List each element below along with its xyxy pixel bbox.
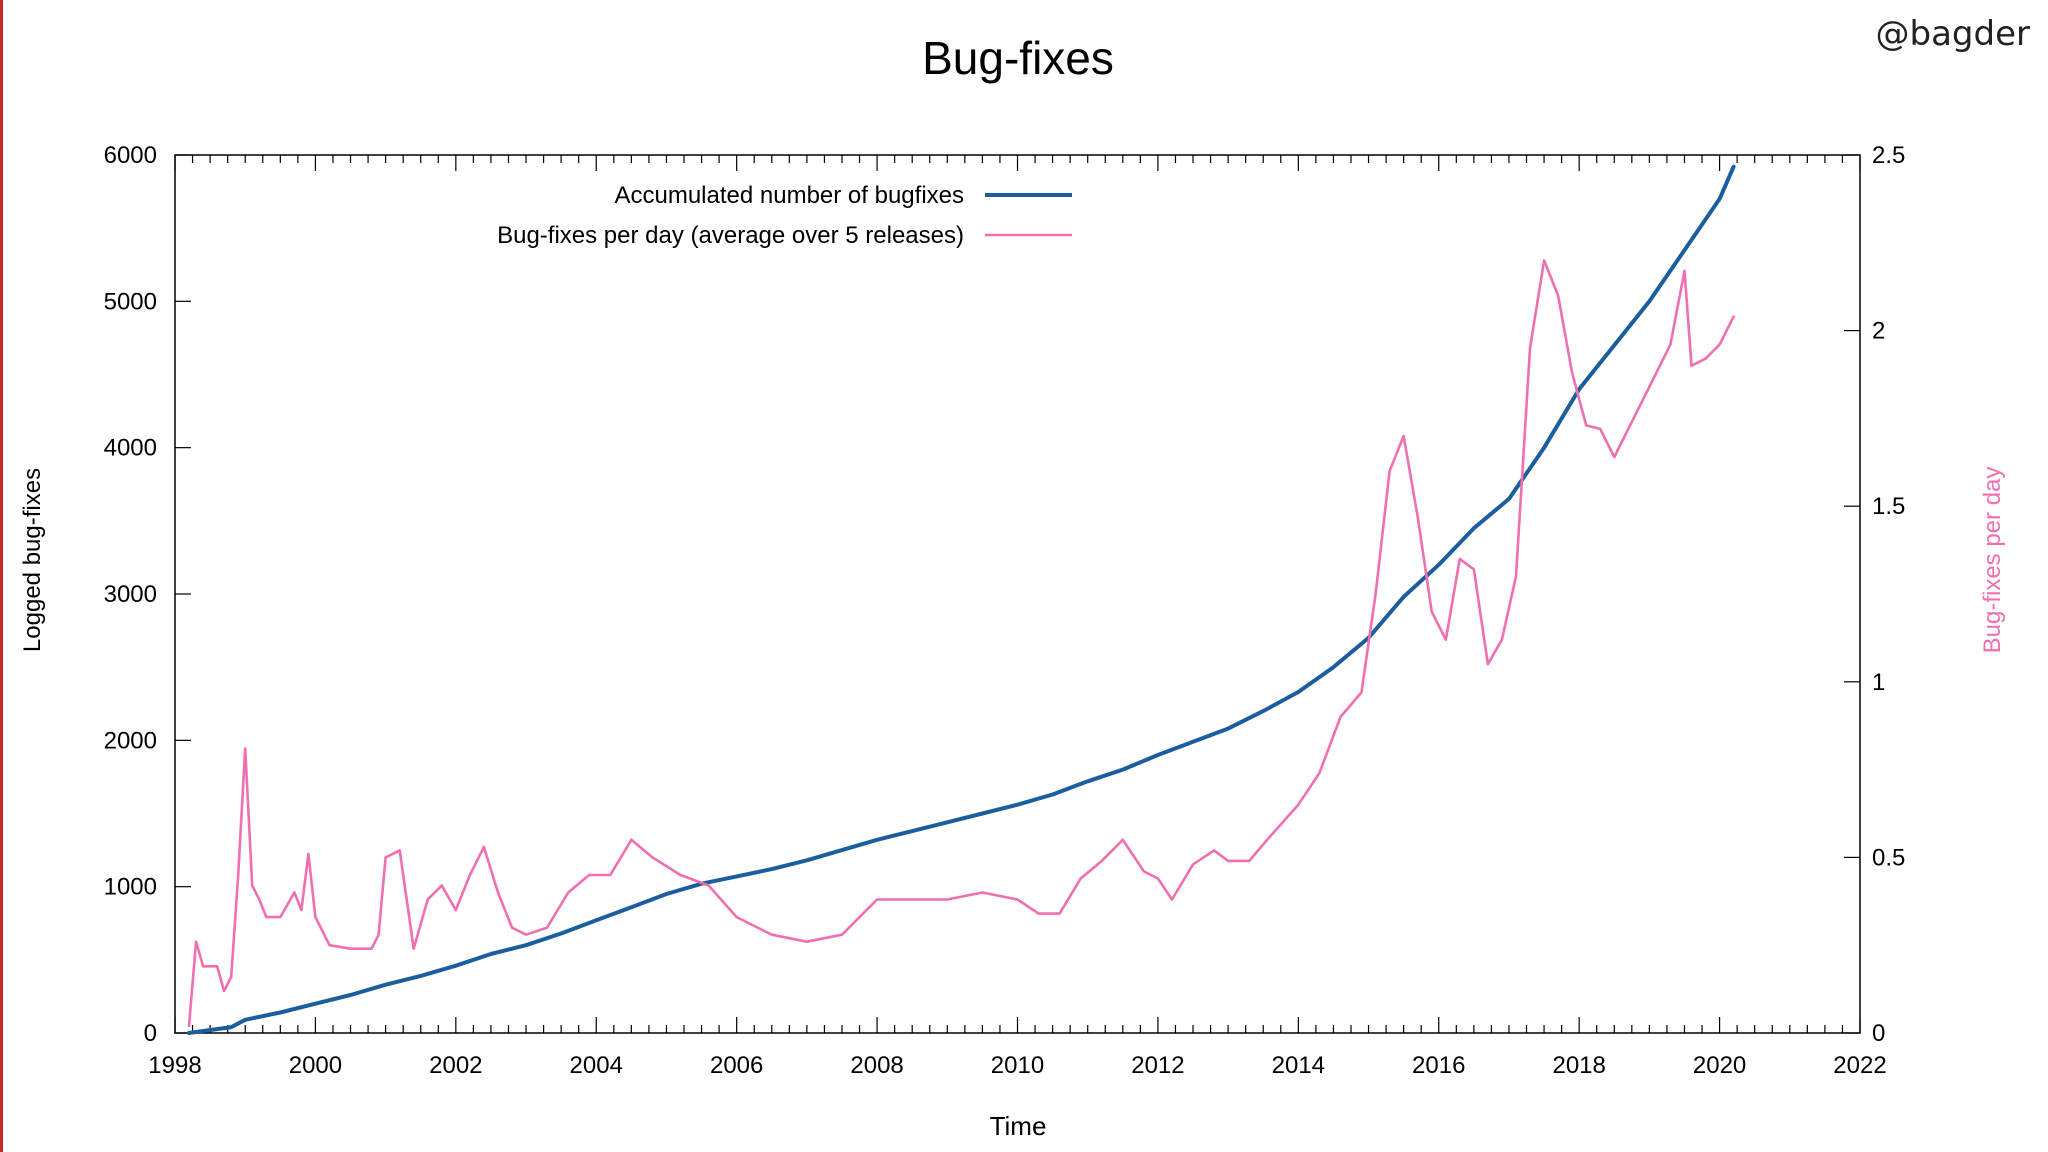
x-tick-label: 2000	[289, 1052, 342, 1079]
x-tick-label: 2016	[1412, 1052, 1465, 1079]
y-tick-label: 3000	[104, 581, 157, 608]
x-tick-label: 2022	[1833, 1052, 1886, 1079]
x-tick-label: 2006	[710, 1052, 763, 1079]
x-tick-label: 1998	[148, 1052, 201, 1079]
watermark-handle: @bagder	[1875, 14, 2030, 54]
y-tick-label: 0	[144, 1020, 157, 1047]
chart-title: Bug-fixes	[922, 32, 1114, 84]
y-tick-label: 2000	[104, 727, 157, 754]
x-tick-label: 2018	[1552, 1052, 1605, 1079]
y-axis-label: Logged bug-fixes	[19, 468, 46, 652]
series-layer	[187, 164, 1736, 1035]
left-border	[0, 0, 3, 1152]
series-line-2	[187, 259, 1735, 1028]
x-tick-label: 2012	[1131, 1052, 1184, 1079]
y2-tick-label: 1	[1872, 669, 1885, 696]
y2-axis-label: Bug-fixes per day	[1979, 467, 2006, 654]
y2-tick-label: 1.5	[1872, 493, 1905, 520]
y2-tick-label: 2.5	[1872, 142, 1905, 169]
y2-tick-label: 0.5	[1872, 844, 1905, 871]
legend-label-2: Bug-fixes per day (average over 5 releas…	[497, 222, 964, 249]
legend-label-1: Accumulated number of bugfixes	[614, 182, 964, 209]
axes-layer: 1998 2000 2002 2004 2006 2008 2010 2012 2014 2016…	[104, 142, 1906, 1079]
y2-tick-label: 0	[1872, 1020, 1885, 1047]
x-tick-label: 2014	[1272, 1052, 1325, 1079]
y-tick-label: 6000	[104, 142, 157, 169]
series-line-1	[187, 164, 1736, 1035]
y-tick-label: 1000	[104, 874, 157, 901]
y-tick-label: 5000	[104, 288, 157, 315]
x-tick-label: 2008	[850, 1052, 903, 1079]
y2-tick-label: 2	[1872, 318, 1885, 345]
legend: Accumulated number of bugfixes Bug-fixes …	[497, 182, 1072, 249]
x-tick-label: 2010	[991, 1052, 1044, 1079]
x-tick-label: 2002	[429, 1052, 482, 1079]
x-axis-label: Time	[990, 1111, 1047, 1141]
x-tick-label: 2004	[570, 1052, 623, 1079]
y-tick-label: 4000	[104, 435, 157, 462]
x-tick-label: 2020	[1693, 1052, 1746, 1079]
